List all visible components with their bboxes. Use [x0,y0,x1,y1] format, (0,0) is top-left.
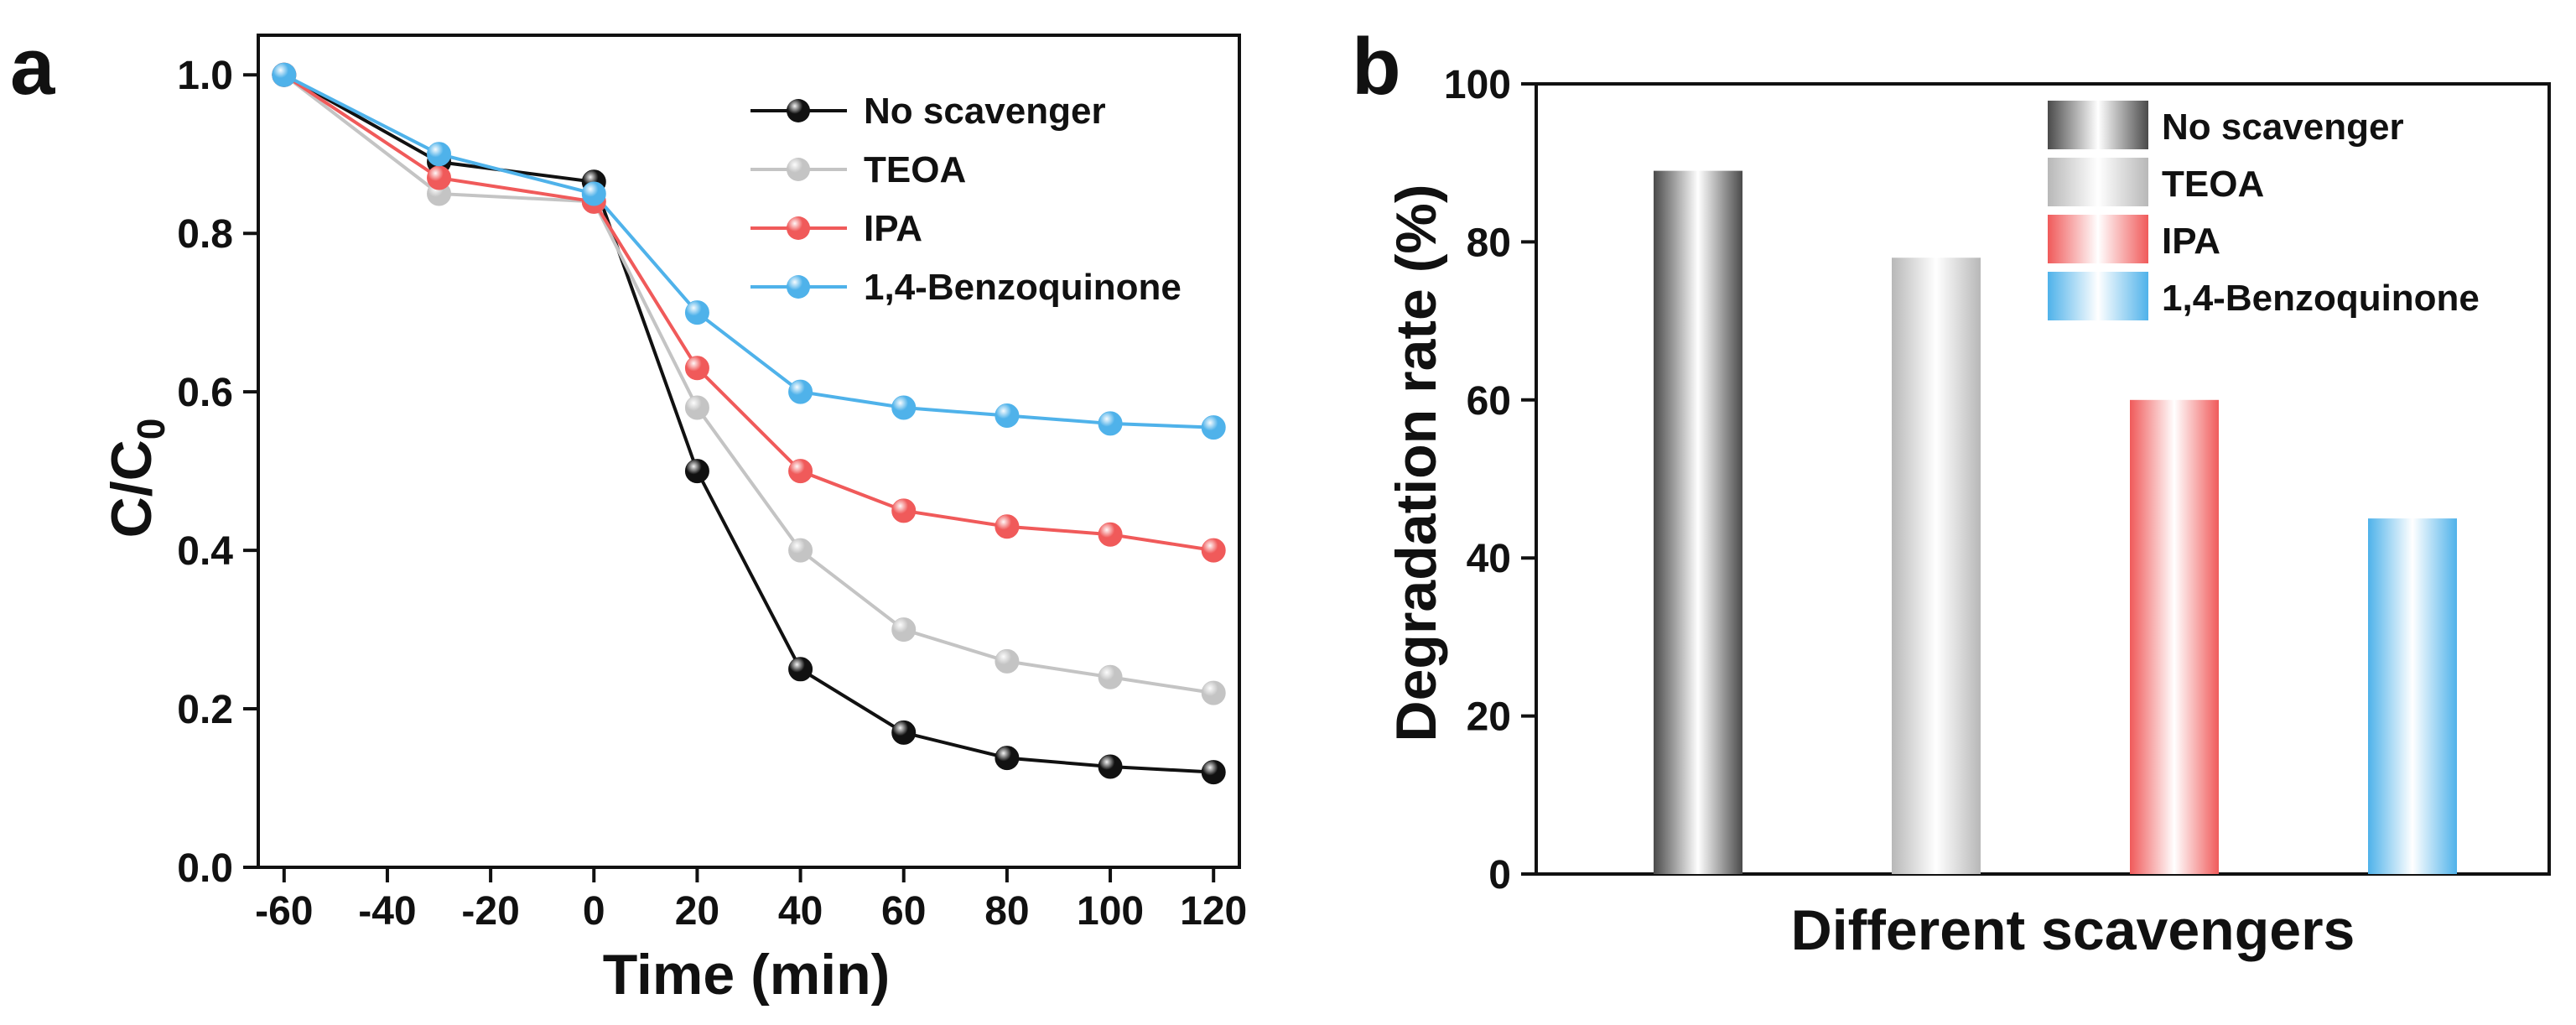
y-tick-label: 40 [1467,537,1511,581]
panel-b-label: b [1352,22,1401,112]
legend-item-ipa: IPA [2048,215,2220,263]
legend-swatch [2048,101,2148,149]
legend-label: 1,4-Benzoquinone [2162,278,2480,319]
chart-a-tick-labels: -60 -40 -20 0 20 40 60 80 100 120 0.0 0.2 0.4 0.6 0.8 1… [177,54,1247,934]
x-tick-label: -20 [461,889,519,934]
legend-swatch [2048,272,2148,320]
chart-a-frame [258,35,1239,867]
y-tick-label: 60 [1467,379,1511,424]
point-highlight [428,166,451,190]
legend-item-1-4-benzoquinone: 1,4-Benzoquinone [750,267,1182,308]
point-highlight [1098,412,1122,435]
legend-item-teoa: TEOA [750,149,966,190]
point-highlight [789,539,813,562]
point-highlight [892,499,916,523]
bar-1-4-benzoquinone [2368,518,2457,874]
x-tick-label: -40 [358,889,416,934]
point-highlight [995,403,1019,427]
point-highlight [995,649,1019,673]
chart-a-line-plot: -60 -40 -20 0 20 40 60 80 100 120 0.0 0.2 0.4 0.6 0.8 1… [100,35,1247,1007]
legend-swatch [2048,215,2148,263]
legend-label: 1,4-Benzoquinone [864,267,1182,308]
legend-label: No scavenger [2162,107,2404,148]
x-tick-label: -60 [255,889,313,934]
legend-label: IPA [2162,221,2220,262]
legend-label: TEOA [864,149,966,190]
line-no-scavenger [284,75,1213,772]
legend-swatch [2048,158,2148,206]
point-highlight [1202,761,1225,784]
x-tick-label: 0 [583,889,605,934]
legend-item-ipa: IPA [750,208,922,249]
panel-a-label: a [10,22,55,112]
point-highlight [892,618,916,642]
point-highlight [789,658,813,681]
y-tick-label: 0.6 [177,371,233,415]
legend-marker-highlight [787,216,810,240]
legend-label: TEOA [2162,164,2264,205]
x-tick-label: 120 [1180,889,1247,934]
y-tick-label: 80 [1467,221,1511,265]
legend-item-no-scavenger: No scavenger [750,91,1106,132]
point-highlight [1202,539,1225,562]
point-highlight [1098,755,1122,778]
chart-b-y-axis-title: Degradation rate (%) [1384,185,1448,742]
chart-a-y-axis-title: C/C0 [100,419,173,539]
bar-no-scavenger [1654,171,1742,874]
y-tick-label: 0 [1488,853,1511,898]
x-tick-label: 60 [881,889,926,934]
legend-label: IPA [864,208,922,249]
point-highlight [685,301,709,325]
y-tick-label: 0.8 [177,212,233,257]
x-tick-label: 40 [778,889,823,934]
chart-b-legend: No scavenger TEOA IPA 1,4-Benzoquinone [2048,101,2480,320]
y-tick-label: 0.0 [177,846,233,891]
point-highlight [1202,681,1225,705]
point-highlight [892,721,916,744]
chart-b-bar-plot: 0 20 40 60 80 100 Different scavengers Degrad… [1384,63,2549,962]
point-highlight [685,356,709,380]
figure: a b -60 -40 -20 0 20 40 60 80 100 120 0.0 0.2 0.4 0.6… [0,0,2576,1025]
point-highlight [995,515,1019,539]
y-tick-label: 0.4 [177,529,233,574]
y-tick-label: 20 [1467,695,1511,740]
x-tick-label: 20 [675,889,719,934]
bar-teoa [1892,258,1981,874]
point-highlight [892,396,916,419]
chart-a-series-lines [284,75,1213,772]
point-highlight [789,460,813,483]
bar-ipa [2130,400,2219,874]
legend-label: No scavenger [864,91,1106,132]
chart-a-y-title-main: C/C [100,440,164,538]
legend-marker-highlight [787,158,810,181]
y-tick-label: 100 [1444,63,1511,107]
chart-a-x-axis-title: Time (min) [603,943,891,1007]
chart-b-x-axis-title: Different scavengers [1791,898,2355,962]
y-tick-label: 0.2 [177,688,233,732]
chart-b-tick-labels: 0 20 40 60 80 100 [1444,63,1511,898]
point-highlight [995,747,1019,770]
legend-item-1-4-benzoquinone: 1,4-Benzoquinone [2048,272,2480,320]
chart-a-axes [243,35,1239,882]
legend-marker-highlight [787,99,810,122]
point-highlight [582,182,605,206]
point-highlight [428,143,451,166]
point-highlight [685,460,709,483]
chart-a-data-points [273,63,1225,783]
x-tick-label: 100 [1077,889,1144,934]
legend-marker-highlight [787,275,810,299]
y-tick-label: 1.0 [177,54,233,98]
chart-a-legend: No scavenger TEOA IPA 1,4-Benzoquinone [750,91,1182,308]
point-highlight [1098,665,1122,689]
point-highlight [273,63,296,86]
svg-text:C/C0: C/C0 [100,419,173,539]
point-highlight [1098,523,1122,546]
chart-a-y-title-sub: 0 [129,419,173,440]
x-tick-label: 80 [984,889,1029,934]
point-highlight [789,380,813,403]
legend-item-teoa: TEOA [2048,158,2264,206]
point-highlight [685,396,709,419]
legend-item-no-scavenger: No scavenger [2048,101,2404,149]
point-highlight [1202,416,1225,440]
